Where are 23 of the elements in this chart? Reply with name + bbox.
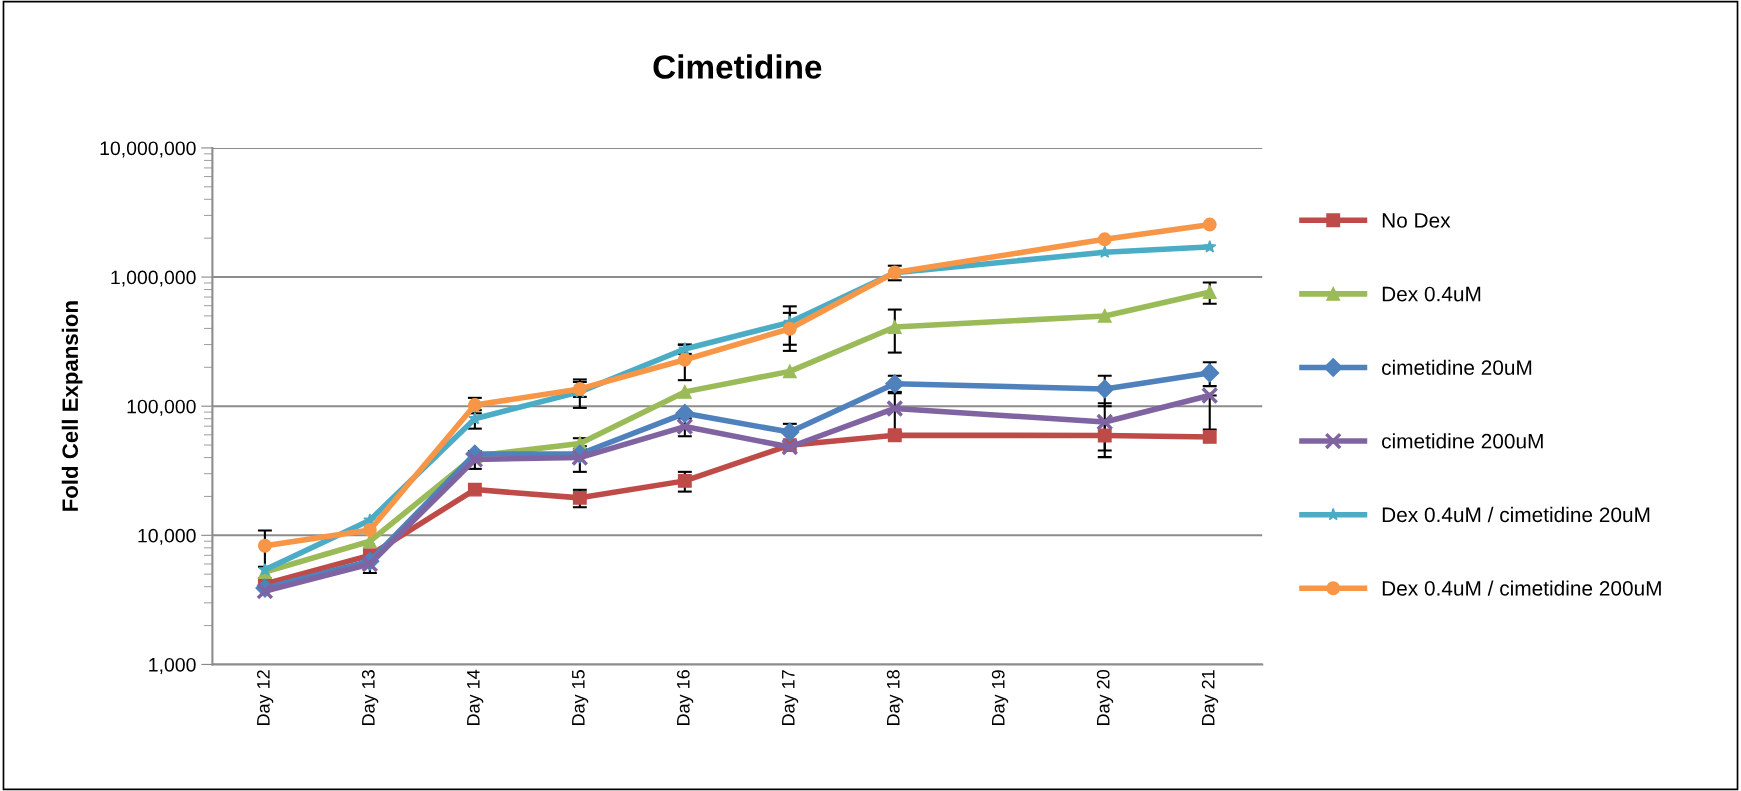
legend-label: Dex 0.4uM / cimetidine 200uM <box>1382 580 1661 596</box>
x-tick-label: Day 17 <box>782 670 799 726</box>
y-tick-label: 10,000 <box>138 528 196 545</box>
x-tick-label: Day 13 <box>361 670 379 726</box>
legend-label: cimetidine 200uM <box>1382 433 1543 449</box>
x-tick-label: Day 20 <box>1096 670 1114 726</box>
x-tick-label: Day 18 <box>886 670 904 726</box>
legend-label: cimetidine 20uM <box>1382 359 1532 375</box>
legend-label: Dex 0.4uM <box>1382 286 1481 302</box>
y-tick-label: 10,000,000 <box>100 141 196 158</box>
legend-label: Dex 0.4uM / cimetidine 20uM <box>1382 506 1650 523</box>
x-tick-label: Day 19 <box>991 670 1009 726</box>
y-axis-title: Fold Cell Expansion <box>61 301 83 511</box>
y-tick-label: 1,000 <box>149 657 196 674</box>
y-tick-label: 100,000 <box>127 399 196 416</box>
legend-label: No Dex <box>1382 213 1451 228</box>
x-tick-label: Day 12 <box>256 670 274 726</box>
x-tick-label: Day 15 <box>572 670 589 726</box>
x-tick-label: Day 16 <box>676 670 694 726</box>
chart-title: Cimetidine <box>653 54 822 79</box>
x-tick-label: Day 21 <box>1201 670 1219 726</box>
x-tick-label: Day 14 <box>467 669 484 726</box>
y-tick-label: 1,000,000 <box>111 270 196 287</box>
